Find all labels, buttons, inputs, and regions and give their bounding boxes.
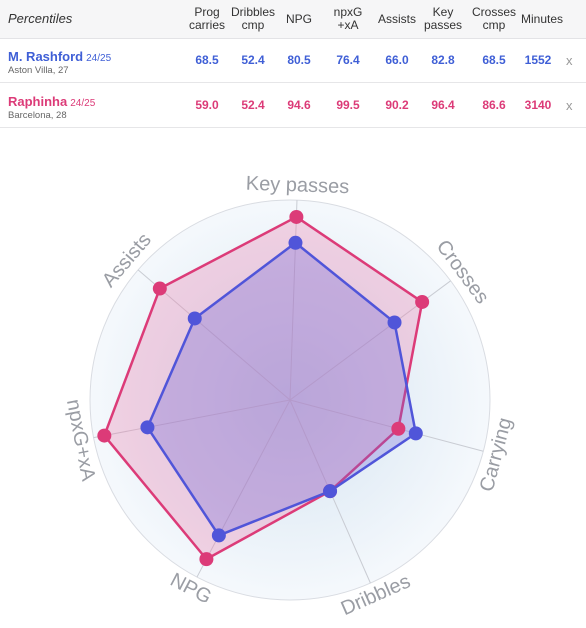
stat-value: 94.6 (287, 98, 311, 112)
percentiles-table: Percentiles Prog carries Dribbles cmp NP… (0, 0, 586, 128)
radar-point[interactable] (140, 420, 155, 435)
radar-spoke (289, 399, 484, 452)
remove-player-button[interactable]: x (566, 52, 573, 68)
radar-chart: Key passesCrossesCarryingDribblesNPGnpxG… (62, 173, 517, 620)
radar-spoke (93, 399, 291, 439)
stat-value: 1552 (524, 53, 552, 67)
stat-value: 86.6 (482, 98, 506, 112)
col-header-prog-carries[interactable]: Prog carries (188, 5, 225, 32)
stat-value: 82.8 (431, 53, 455, 67)
radar-point[interactable] (97, 428, 112, 443)
radar-spoke (289, 200, 298, 401)
player-club: Aston Villa, 27 (8, 65, 69, 76)
stat-value: 68.5 (482, 53, 506, 67)
radar-point[interactable] (408, 426, 423, 441)
radar-point[interactable] (288, 235, 303, 250)
table-header: Percentiles Prog carries Dribbles cmp NP… (0, 0, 586, 39)
player-season: 24/25 (86, 53, 112, 64)
radar-series-polygon (146, 241, 418, 537)
radar-series-polygon (103, 215, 424, 561)
radar-series (103, 215, 424, 561)
table-row: M. Rashford 24/25 Aston Villa, 27 68.5 52… (0, 38, 586, 83)
col-header-npg[interactable]: NPG (285, 11, 312, 26)
col-header-crosses-cmp[interactable]: Crosses cmp (471, 5, 516, 32)
radar-point[interactable] (323, 484, 338, 499)
player-name[interactable]: M. Rashford 24/25 (8, 49, 112, 64)
player-club: Barcelona, 28 (8, 110, 67, 121)
radar-point[interactable] (199, 552, 214, 567)
radar-point[interactable] (211, 528, 226, 543)
col-header-npxg-xa[interactable]: npxG +xA (333, 5, 363, 32)
player-name[interactable]: Raphinha 24/25 (8, 94, 96, 109)
stat-value: 68.5 (195, 53, 219, 67)
radar-point[interactable] (187, 311, 202, 326)
col-header-dribbles-cmp[interactable]: Dribbles cmp (231, 5, 275, 32)
stat-value: 99.5 (336, 98, 360, 112)
remove-player-button[interactable]: x (566, 97, 573, 113)
col-header-key-passes[interactable]: Key passes (423, 5, 463, 32)
col-header-minutes[interactable]: Minutes (520, 11, 564, 26)
stat-value: 66.0 (385, 53, 409, 67)
radar-spoke (196, 399, 291, 578)
stat-value: 96.4 (431, 98, 455, 112)
header-title: Percentiles (8, 11, 73, 26)
radar-point[interactable] (289, 209, 304, 224)
stat-value: 90.2 (385, 98, 409, 112)
radar-point[interactable] (391, 421, 406, 436)
stat-value: 80.5 (287, 53, 311, 67)
player-season: 24/25 (70, 98, 96, 109)
radar-axis-label: Key passes (245, 173, 349, 199)
table-row: Raphinha 24/25 Barcelona, 28 59.0 52.4 94… (0, 83, 586, 128)
stat-value: 52.4 (241, 53, 265, 67)
stat-value: 59.0 (195, 98, 219, 112)
stat-value: 76.4 (336, 53, 360, 67)
radar-points (97, 209, 430, 567)
radar-point[interactable] (387, 315, 402, 330)
col-header-assists[interactable]: Assists (377, 11, 416, 26)
stat-value: 3140 (524, 98, 552, 112)
radar-point[interactable] (415, 294, 430, 309)
stat-value: 52.4 (241, 98, 265, 112)
radar-point[interactable] (152, 281, 167, 296)
